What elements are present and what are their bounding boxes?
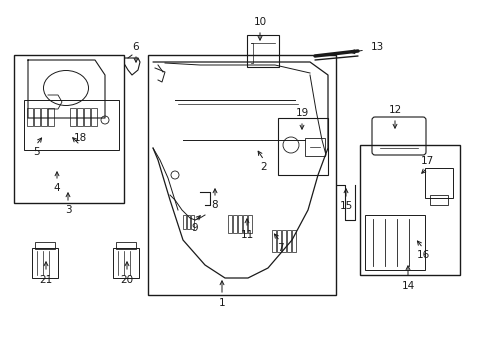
Bar	[34, 108, 40, 126]
Bar	[359, 145, 459, 275]
Bar	[32, 248, 58, 278]
Bar	[243, 215, 246, 233]
Bar	[116, 242, 136, 249]
Bar	[70, 108, 76, 126]
Bar	[424, 168, 452, 198]
Bar	[276, 230, 281, 252]
Bar	[191, 215, 194, 229]
Bar	[41, 108, 47, 126]
Text: 16: 16	[415, 250, 429, 260]
Bar	[291, 230, 295, 252]
Text: 3: 3	[64, 205, 71, 215]
Text: 15: 15	[339, 201, 352, 211]
Text: 20: 20	[120, 275, 133, 285]
Text: 11: 11	[240, 230, 253, 240]
Text: 17: 17	[420, 156, 433, 166]
Bar	[48, 108, 54, 126]
Text: 19: 19	[295, 108, 308, 118]
Bar	[282, 230, 285, 252]
Bar	[148, 55, 335, 295]
Bar	[84, 108, 90, 126]
Bar	[247, 215, 251, 233]
Text: 4: 4	[54, 183, 60, 193]
Text: 18: 18	[73, 133, 86, 143]
Bar	[14, 55, 124, 203]
Bar	[429, 195, 447, 205]
Text: 7: 7	[276, 243, 283, 253]
Text: 13: 13	[369, 42, 383, 52]
Bar	[186, 215, 190, 229]
Text: 21: 21	[40, 275, 53, 285]
Bar	[271, 230, 275, 252]
Bar	[278, 118, 327, 175]
Text: 14: 14	[401, 281, 414, 291]
Bar	[27, 108, 33, 126]
Text: 6: 6	[132, 42, 139, 52]
Bar	[77, 108, 83, 126]
Bar	[364, 215, 424, 270]
Bar	[183, 215, 185, 229]
Text: 5: 5	[33, 147, 39, 157]
Bar	[91, 108, 97, 126]
Bar	[238, 215, 242, 233]
Text: 1: 1	[218, 298, 225, 308]
Text: 9: 9	[191, 223, 198, 233]
Text: 12: 12	[387, 105, 401, 115]
Text: 10: 10	[253, 17, 266, 27]
Bar	[24, 100, 119, 150]
Bar	[286, 230, 290, 252]
Bar	[232, 215, 237, 233]
Text: 2: 2	[260, 162, 267, 172]
Bar	[305, 138, 325, 156]
Bar	[113, 248, 139, 278]
Bar	[35, 242, 55, 249]
Bar	[227, 215, 231, 233]
Text: 8: 8	[211, 200, 218, 210]
Bar	[246, 35, 279, 67]
